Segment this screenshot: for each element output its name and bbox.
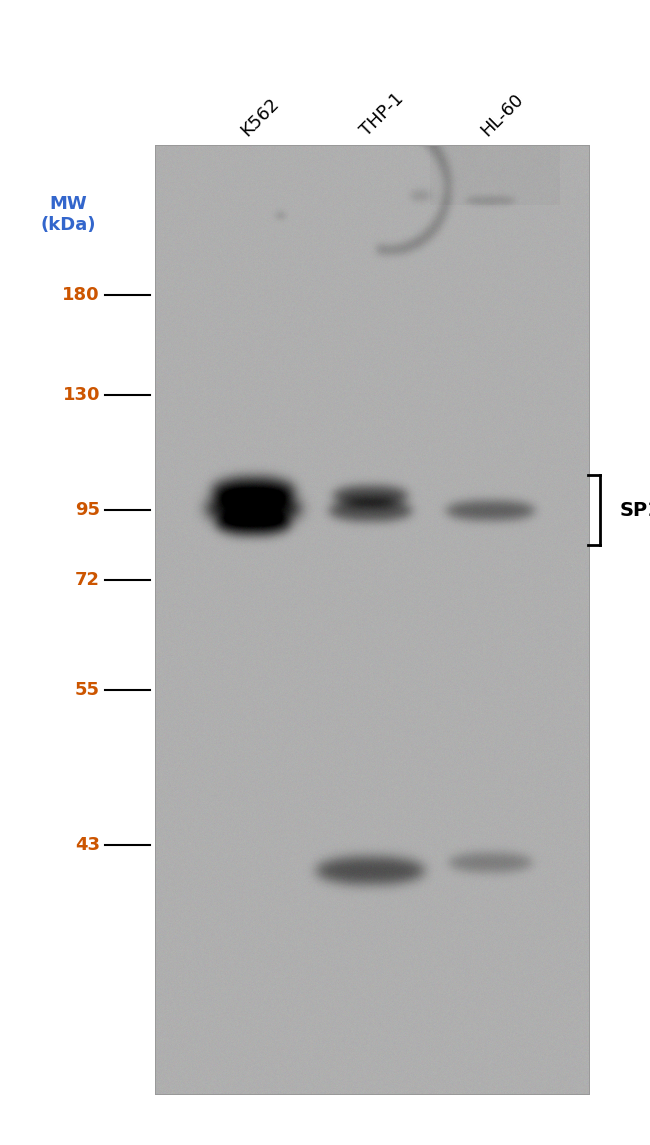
Text: 95: 95 [75,502,100,519]
Text: SP1: SP1 [620,500,650,520]
Text: 43: 43 [75,836,100,854]
Text: THP-1: THP-1 [358,89,408,140]
Text: 55: 55 [75,681,100,698]
Text: 180: 180 [62,286,100,305]
Text: 72: 72 [75,571,100,589]
Text: HL-60: HL-60 [477,90,527,140]
Text: K562: K562 [237,95,283,140]
Text: 130: 130 [62,386,100,404]
Text: MW
(kDa): MW (kDa) [40,195,96,234]
